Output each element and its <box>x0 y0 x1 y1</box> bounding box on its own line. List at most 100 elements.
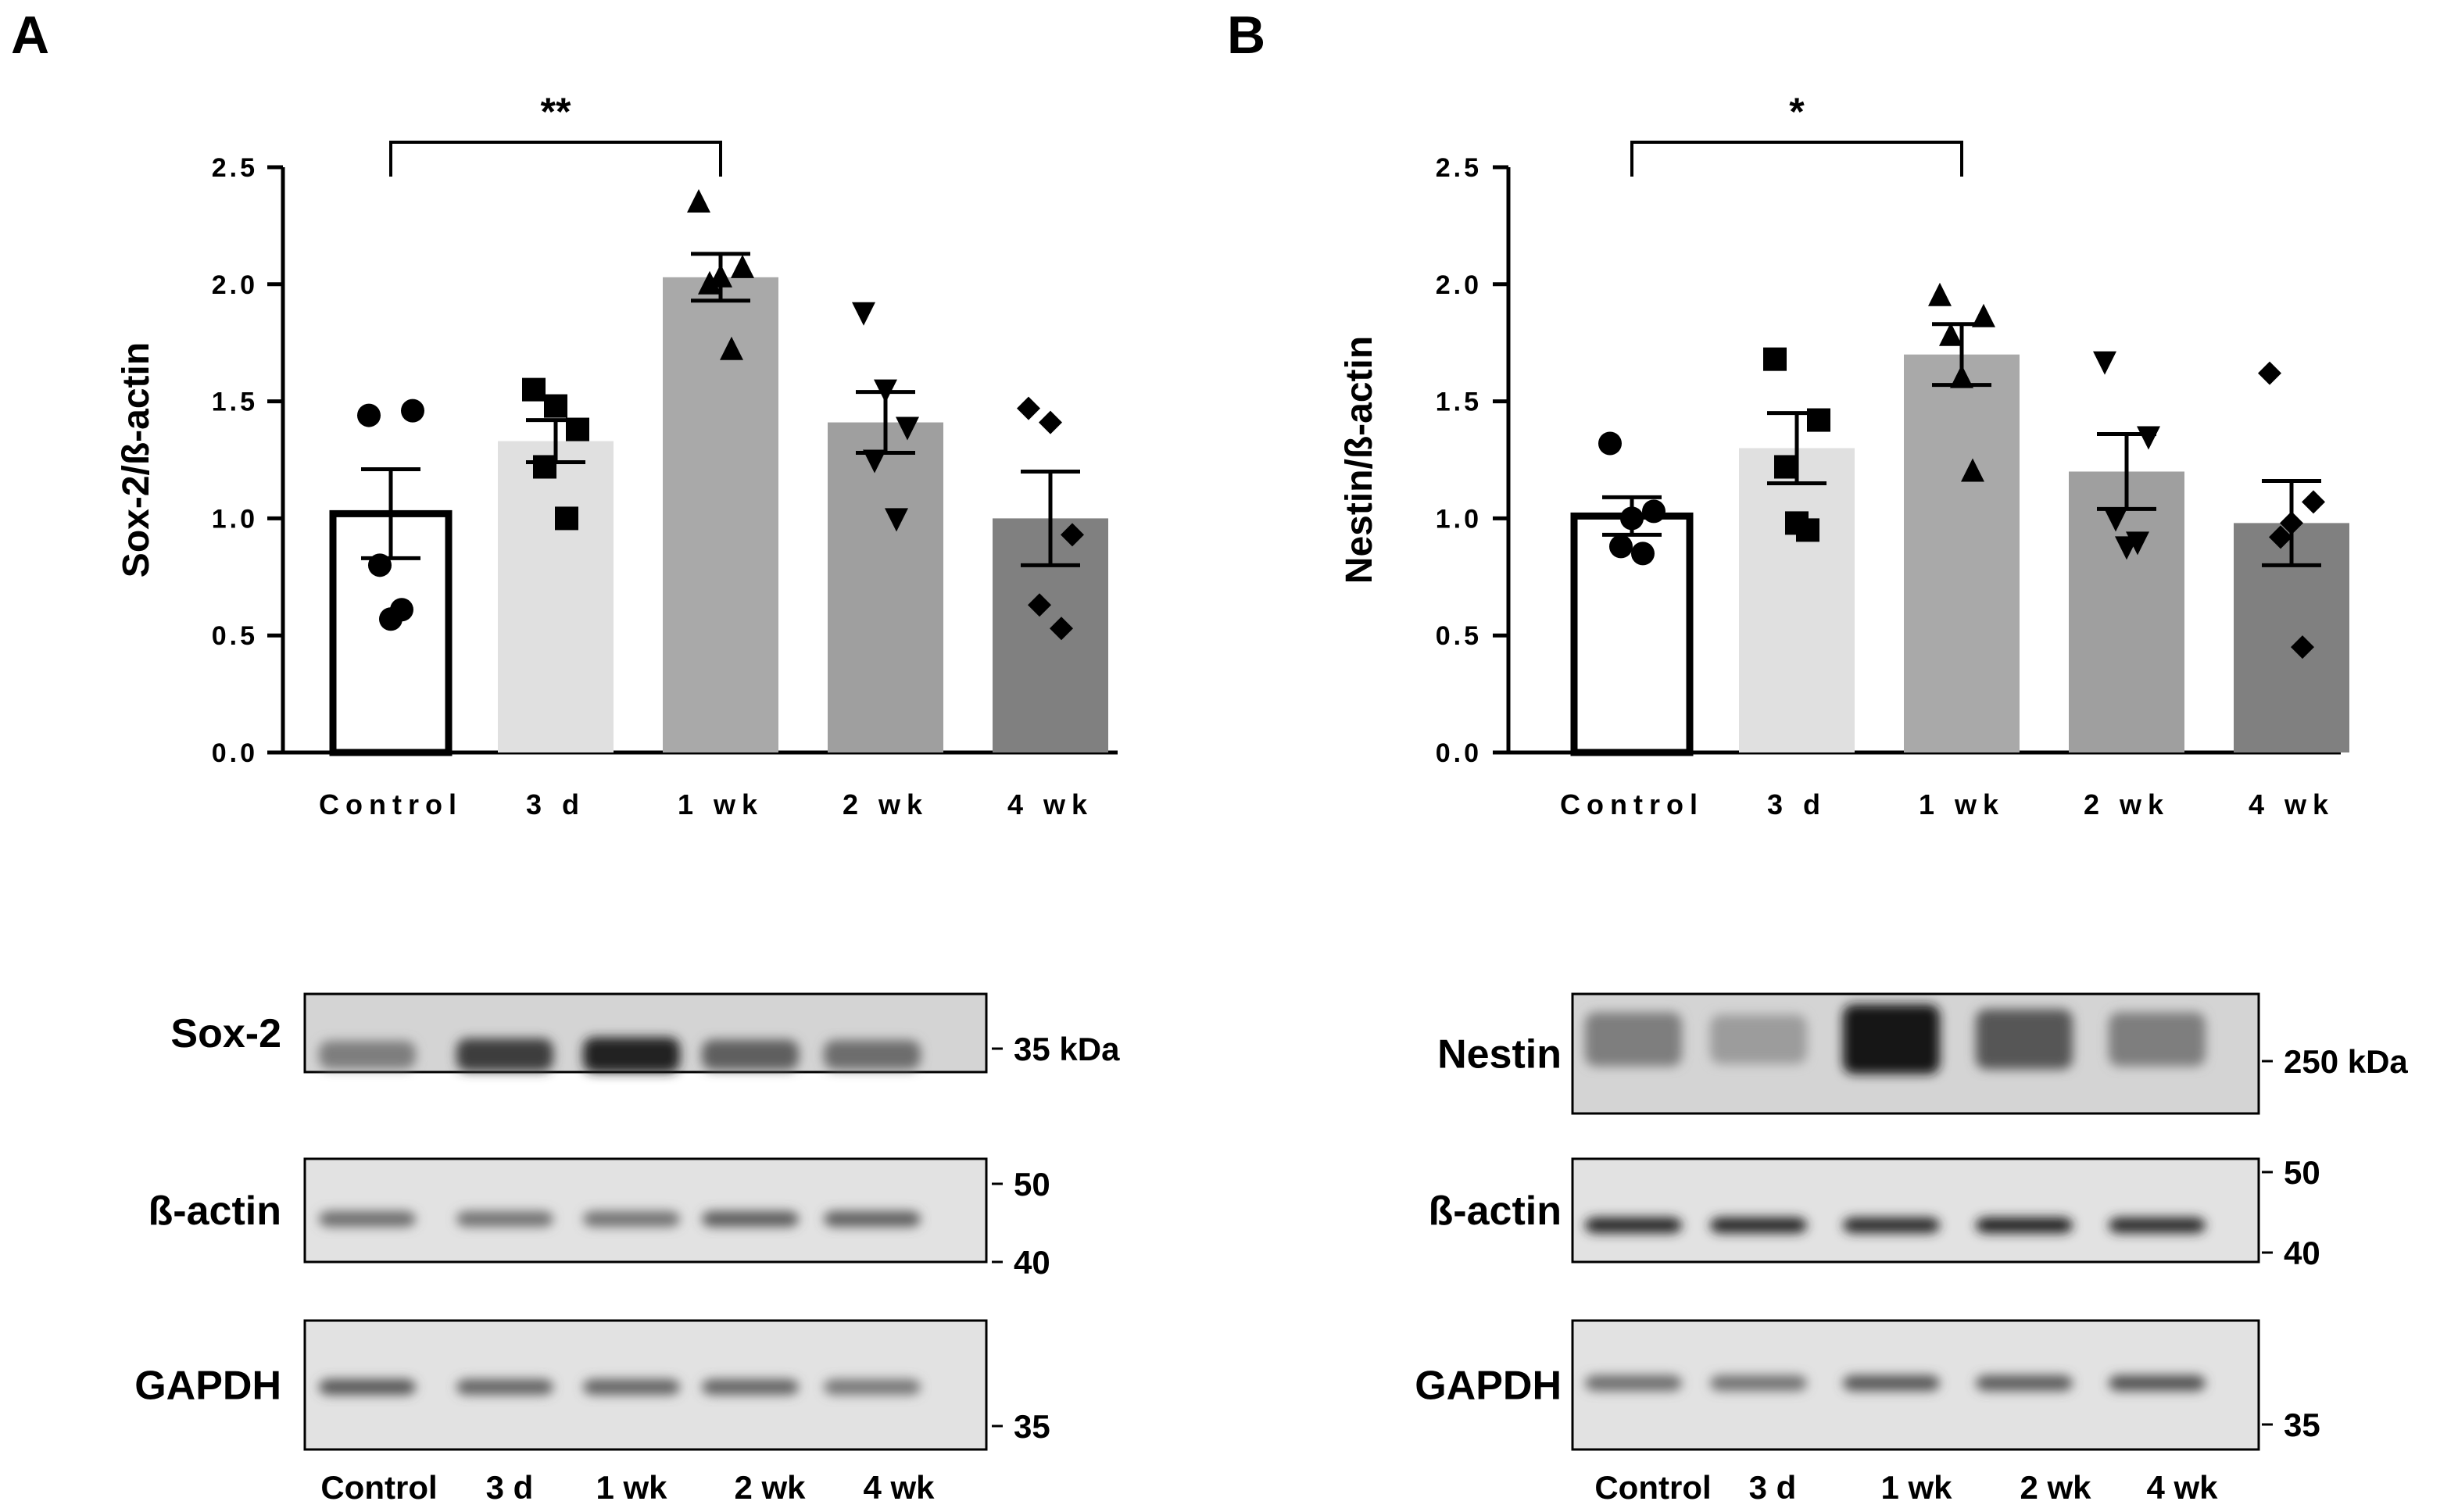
blot-group-a: Sox-2 35 kDa ß-actin 50 40 GAPDH 35 Control 3 d 1… <box>134 992 1120 1506</box>
y-tick-label: 2.5 <box>212 153 258 183</box>
data-point <box>852 302 875 326</box>
data-point <box>379 607 403 631</box>
charts-group: 0.0 0.5 1.0 1.5 2.0 2.5 Sox-2/ß-actin Control 3 … <box>116 90 2349 820</box>
blot-band <box>1710 1014 1807 1064</box>
bar <box>1570 512 1694 756</box>
lane-label: 3 d <box>1749 1469 1797 1506</box>
x-tick-label: 3 d <box>526 788 585 820</box>
blot-panel: GAPDH 35 <box>1415 1319 2320 1451</box>
data-point <box>2291 635 2314 659</box>
lane-label: 4 wk <box>2146 1469 2218 1506</box>
blot-panel: GAPDH 35 <box>134 1319 1050 1451</box>
chart-panel-a: 0.0 0.5 1.0 1.5 2.0 2.5 Sox-2/ß-actin Control 3 … <box>116 90 1118 820</box>
protein-label: GAPDH <box>134 1364 281 1409</box>
size-marker-label: 50 <box>2284 1154 2320 1191</box>
y-tick-label: 0.5 <box>1436 621 1482 651</box>
blot-panel: Nestin 250 kDa <box>1437 992 2408 1115</box>
data-point <box>1972 303 1995 327</box>
blot-panel: ß-actin 50 40 <box>148 1157 1050 1281</box>
lane-label: 2 wk <box>2020 1469 2091 1506</box>
data-point <box>1774 455 1798 479</box>
lane-label: 2 wk <box>734 1469 806 1506</box>
size-marker-label: 50 <box>1014 1166 1050 1203</box>
lane-label: 1 wk <box>1880 1469 1952 1506</box>
blot-band <box>2109 1375 2206 1391</box>
size-marker-label: 35 <box>1014 1408 1050 1445</box>
blot-band <box>1710 1375 1807 1391</box>
blot-band <box>319 1040 416 1070</box>
protein-label: ß-actin <box>148 1189 281 1234</box>
data-point <box>555 506 578 531</box>
data-point <box>2302 490 2325 514</box>
data-point <box>1598 431 1622 456</box>
blot-band <box>702 1379 799 1395</box>
protein-label: ß-actin <box>1429 1189 1562 1234</box>
bar <box>1904 354 2020 752</box>
blot-band <box>583 1037 680 1073</box>
x-tick-label: 4 wk <box>2249 788 2335 820</box>
lane-label: 1 wk <box>596 1469 667 1506</box>
blot-band <box>1843 1375 1940 1391</box>
y-tick-label: 2.0 <box>212 270 258 300</box>
blot-band <box>1710 1217 1807 1233</box>
blot-band <box>583 1211 680 1227</box>
x-tick-label: 3 d <box>1767 788 1827 820</box>
y-axis-label: Nestin/ß-actin <box>1339 336 1380 584</box>
blot-band <box>2109 1012 2206 1067</box>
data-point <box>1050 617 1073 641</box>
data-point <box>1961 458 1984 482</box>
size-marker-label: 35 kDa <box>1014 1031 1120 1067</box>
blot-band <box>1585 1375 1682 1391</box>
blot-band <box>824 1040 921 1070</box>
bar <box>2069 471 2184 752</box>
protein-label: Nestin <box>1437 1032 1562 1078</box>
y-tick-label: 0.0 <box>212 738 258 768</box>
y-tick-label: 1.0 <box>212 504 258 534</box>
blot-membrane <box>303 1157 988 1264</box>
blot-band <box>1585 1012 1682 1067</box>
data-point <box>1642 499 1666 524</box>
data-point <box>1928 282 1952 306</box>
data-point <box>2093 351 2116 375</box>
data-point <box>720 336 743 360</box>
y-tick-label: 1.0 <box>1436 504 1482 534</box>
y-axis-label: Sox-2/ß-actin <box>116 342 157 577</box>
blot-band <box>1976 1217 2073 1233</box>
data-point <box>1609 534 1633 559</box>
blot-group-b: Nestin 250 kDa ß-actin 50 40 GAPDH 35 Control 3 … <box>1415 992 2408 1506</box>
data-point <box>731 254 754 278</box>
data-point <box>687 188 710 213</box>
blot-band <box>456 1038 553 1072</box>
blot-band <box>1976 1375 2073 1391</box>
blot-band <box>702 1039 799 1071</box>
blot-panel: Sox-2 35 kDa <box>170 992 1120 1074</box>
size-marker-label: 35 <box>2284 1407 2320 1443</box>
data-point <box>2269 525 2292 549</box>
data-point <box>1039 410 1062 434</box>
bar <box>1739 448 1855 752</box>
data-point <box>544 394 567 418</box>
data-point <box>885 508 908 532</box>
data-point <box>698 270 721 295</box>
y-tick-label: 0.5 <box>212 621 258 651</box>
data-point <box>1028 593 1051 617</box>
significance-bracket <box>389 141 722 177</box>
lane-label: Control <box>320 1469 437 1506</box>
data-point <box>896 416 919 441</box>
x-tick-label: 1 wk <box>1919 788 2005 820</box>
chart-panel-b: 0.0 0.5 1.0 1.5 2.0 2.5 Nestin/ß-actin Control 3… <box>1339 90 2349 820</box>
bar <box>663 277 778 752</box>
data-point <box>533 455 556 479</box>
y-tick-label: 1.5 <box>212 388 258 417</box>
blot-band <box>456 1211 553 1227</box>
blot-band <box>319 1379 416 1395</box>
data-point <box>357 403 381 427</box>
blot-band <box>1585 1217 1682 1233</box>
blots-group: Sox-2 35 kDa ß-actin 50 40 GAPDH 35 Control 3 d 1… <box>134 992 2408 1506</box>
data-point <box>1785 511 1809 535</box>
blot-band <box>456 1379 553 1395</box>
data-point <box>2137 426 2160 450</box>
lane-label: 4 wk <box>863 1469 935 1506</box>
y-tick-label: 0.0 <box>1436 738 1482 768</box>
